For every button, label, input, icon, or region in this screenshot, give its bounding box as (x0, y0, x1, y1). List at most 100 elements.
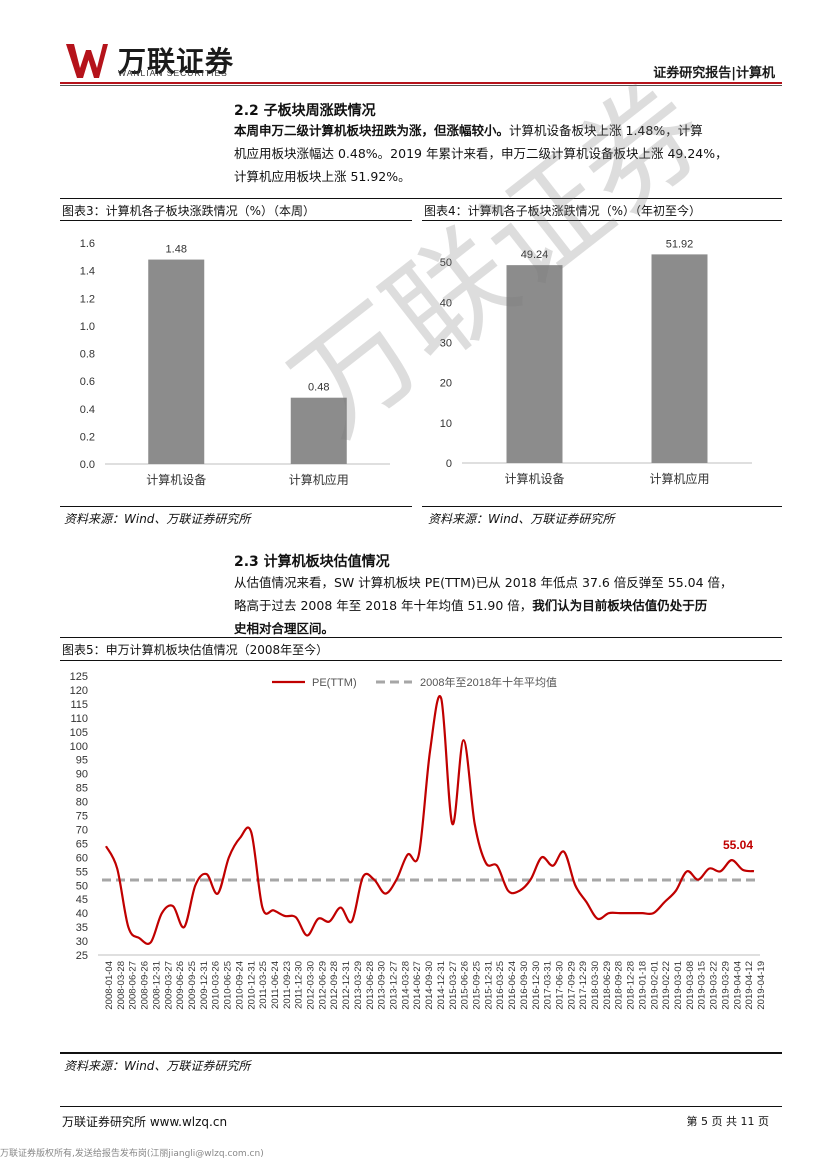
x-tick-label: 2010-12-31 (246, 961, 257, 1010)
x-tick-label: 2015-12-31 (483, 961, 494, 1010)
section-title-2-3: 2.3 计算机板块估值情况 (234, 554, 390, 570)
x-tick-label: 2009-06-26 (175, 961, 186, 1010)
x-tick-label: 2019-02-22 (661, 961, 672, 1010)
x-tick-label: 2008-06-27 (128, 961, 139, 1010)
x-tick-label: 2016-06-24 (507, 961, 518, 1010)
header-rule (60, 85, 782, 86)
para23-line2-bold: 我们认为目前板块估值仍处于历 (532, 598, 708, 613)
bar (506, 265, 563, 463)
x-tick-label: 2019-03-29 (720, 961, 731, 1010)
x-tick-label: 计算机设备 (146, 472, 206, 487)
fig3-bottom-rule (60, 506, 412, 507)
x-tick-label: 2008-01-04 (104, 961, 115, 1010)
fig3-title: 图表3：计算机各子板块涨跌情况（%）（本周） (62, 204, 316, 218)
y-tick-label: 0.8 (80, 349, 95, 361)
x-tick-label: 2012-12-31 (341, 961, 352, 1010)
x-tick-label: 2019-04-04 (732, 961, 743, 1010)
x-tick-label: 2019-03-22 (709, 961, 720, 1010)
end-value-label: 55.04 (723, 838, 753, 852)
series-line-pe-ttm (105, 694, 755, 945)
y-tick-label: 0.6 (80, 376, 95, 388)
logo-text-cn: 万联证券 (118, 45, 235, 78)
footer-website: 万联证券研究所 www.wlzq.cn (62, 1115, 228, 1129)
para-line1-rest: 计算机设备板块上涨 1.48%，计算 (509, 123, 703, 138)
y-tick-label: 0 (446, 458, 452, 470)
data-label: 51.92 (666, 238, 694, 250)
para23-line2-normal: 略高于过去 2008 年至 2018 年十年均值 51.90 倍， (234, 598, 533, 613)
x-tick-label: 2019-01-18 (637, 961, 648, 1010)
y-tick-label: 0.4 (80, 404, 95, 416)
para-line3: 计算机应用板块上涨 51.92%。 (234, 169, 411, 184)
y-tick-label: 1.2 (80, 293, 95, 305)
y-tick-label: 40 (76, 908, 88, 920)
x-tick-label: 2012-03-30 (306, 961, 317, 1010)
y-tick-label: 85 (76, 783, 88, 795)
legend-label-pe: PE(TTM) (312, 677, 357, 689)
x-tick-label: 2019-04-12 (744, 961, 755, 1010)
x-tick-label: 2019-03-08 (685, 961, 696, 1010)
x-tick-label: 计算机应用 (649, 471, 709, 486)
x-tick-label: 2009-03-27 (163, 961, 174, 1010)
bar (290, 397, 347, 464)
data-label: 0.48 (308, 382, 329, 394)
y-tick-label: 55 (76, 866, 88, 878)
para-line2: 机应用板块涨幅达 0.48%。2019 年累计来看，申万二级计算机设备板块上涨 … (234, 146, 728, 161)
y-tick-label: 75 (76, 811, 88, 823)
x-tick-label: 2019-04-19 (756, 961, 767, 1010)
x-tick-label: 2014-06-27 (412, 961, 423, 1010)
section-title-2-2: 2.2 子板块周涨跌情况 (234, 103, 376, 119)
x-tick-label: 2015-03-27 (448, 961, 459, 1010)
fig34-top-rule (60, 198, 782, 199)
x-tick-label: 2013-03-29 (353, 961, 364, 1010)
x-tick-label: 2014-09-30 (424, 961, 435, 1010)
para-bold-lead: 本周申万二级计算机板块扭跌为涨，但涨幅较小。 (234, 123, 510, 138)
y-tick-label: 115 (70, 699, 88, 711)
x-tick-label: 2009-12-31 (199, 961, 210, 1010)
fig4-title: 图表4：计算机各子板块涨跌情况（%）（年初至今） (424, 204, 702, 218)
x-tick-label: 2019-03-15 (697, 961, 708, 1010)
x-tick-label: 2011-12-30 (294, 961, 305, 1009)
y-tick-label: 30 (440, 337, 452, 349)
x-tick-label: 2010-06-25 (223, 961, 234, 1010)
x-tick-label: 2017-09-29 (566, 961, 577, 1010)
para23-line3-bold: 史相对合理区间。 (234, 621, 335, 636)
x-tick-label: 2008-12-31 (151, 961, 162, 1010)
x-tick-label: 2019-03-01 (673, 961, 684, 1010)
x-tick-label: 2018-03-30 (590, 961, 601, 1010)
x-tick-label: 2014-12-31 (436, 961, 447, 1010)
x-tick-label: 2014-03-28 (400, 961, 411, 1010)
x-tick-label: 2011-09-23 (282, 961, 293, 1009)
y-tick-label: 50 (76, 880, 88, 892)
x-tick-label: 2012-09-28 (329, 961, 340, 1010)
y-tick-label: 45 (76, 894, 88, 906)
logo-text-en: WANLIAN SECURITIES (118, 68, 228, 78)
y-tick-label: 1.0 (80, 321, 95, 333)
y-tick-label: 80 (76, 797, 88, 809)
x-tick-label: 2016-03-25 (495, 961, 506, 1010)
x-tick-label: 2015-06-26 (460, 961, 471, 1010)
x-tick-label: 2018-09-28 (614, 961, 625, 1010)
y-tick-label: 10 (440, 418, 452, 430)
wanlian-logo-icon (66, 44, 108, 78)
fig5-top-rule (60, 637, 782, 638)
section-2-2-paragraph: 本周申万二级计算机板块扭跌为涨，但涨幅较小。计算机设备板块上涨 1.48%，计算… (234, 119, 769, 188)
bar (148, 259, 205, 464)
x-tick-label: 2013-09-30 (377, 961, 388, 1010)
y-tick-label: 50 (440, 257, 452, 269)
y-tick-label: 105 (70, 727, 88, 739)
y-tick-label: 35 (76, 922, 88, 934)
x-tick-label: 2017-06-30 (554, 961, 565, 1010)
copyright-notice: 万联证券版权所有,发送给报告发布岗(江丽jiangli@wlzq.com.cn) (0, 1149, 264, 1159)
para23-line1: 从估值情况来看，SW 计算机板块 PE(TTM)已从 2018 年低点 37.6… (234, 575, 733, 590)
fig4-source: 资料来源：Wind、万联证券研究所 (428, 512, 615, 526)
fig3-bar-chart: 0.0 0.2 0.4 0.6 0.8 1.0 1.2 1.4 1.6 1.48 计算机设备 0.48… (80, 238, 390, 487)
y-tick-label: 65 (76, 838, 88, 850)
fig4-bottom-rule (422, 506, 782, 507)
x-tick-label: 2008-03-28 (116, 961, 127, 1010)
y-tick-label: 25 (76, 950, 88, 962)
y-tick-label: 110 (70, 713, 88, 725)
x-tick-label: 计算机应用 (289, 472, 349, 487)
fig5-source: 资料来源：Wind、万联证券研究所 (64, 1059, 251, 1073)
x-tick-label: 2019-02-01 (649, 961, 660, 1010)
